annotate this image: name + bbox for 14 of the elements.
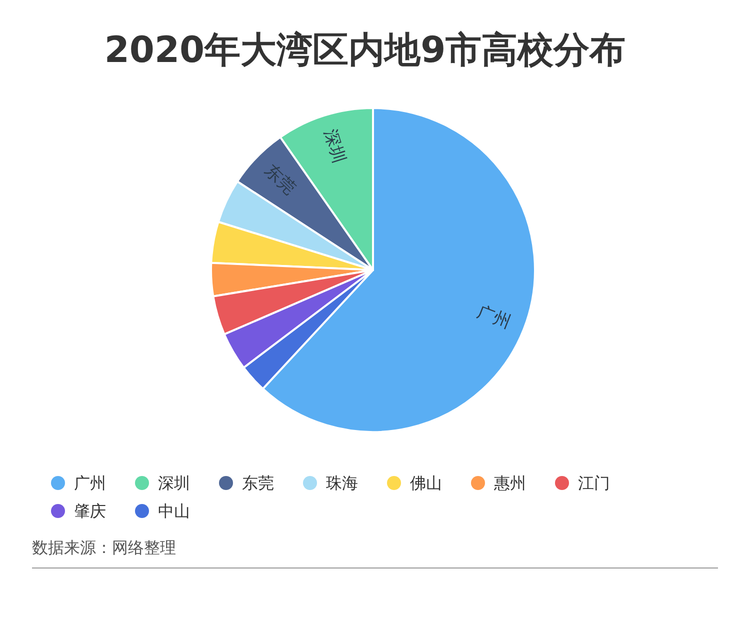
legend-label: 佛山 (410, 474, 442, 492)
slice-label: 深圳 (319, 127, 349, 166)
slice-label: 广州 (474, 302, 514, 333)
legend-label: 惠州 (493, 474, 526, 492)
legend-label: 深圳 (158, 474, 190, 492)
legend-label: 广州 (74, 474, 106, 492)
chart-title: 2020年大湾区内地9市高校分布 (104, 30, 626, 71)
legend-label: 中山 (158, 502, 190, 520)
legend-label: 东莞 (242, 474, 274, 492)
legend-label: 江门 (578, 474, 610, 492)
slice-label: 东莞 (260, 160, 300, 199)
legend-label: 肇庆 (74, 502, 106, 520)
legend-label: 珠海 (326, 474, 358, 492)
source-note: 数据来源：网络整理 (32, 538, 176, 557)
